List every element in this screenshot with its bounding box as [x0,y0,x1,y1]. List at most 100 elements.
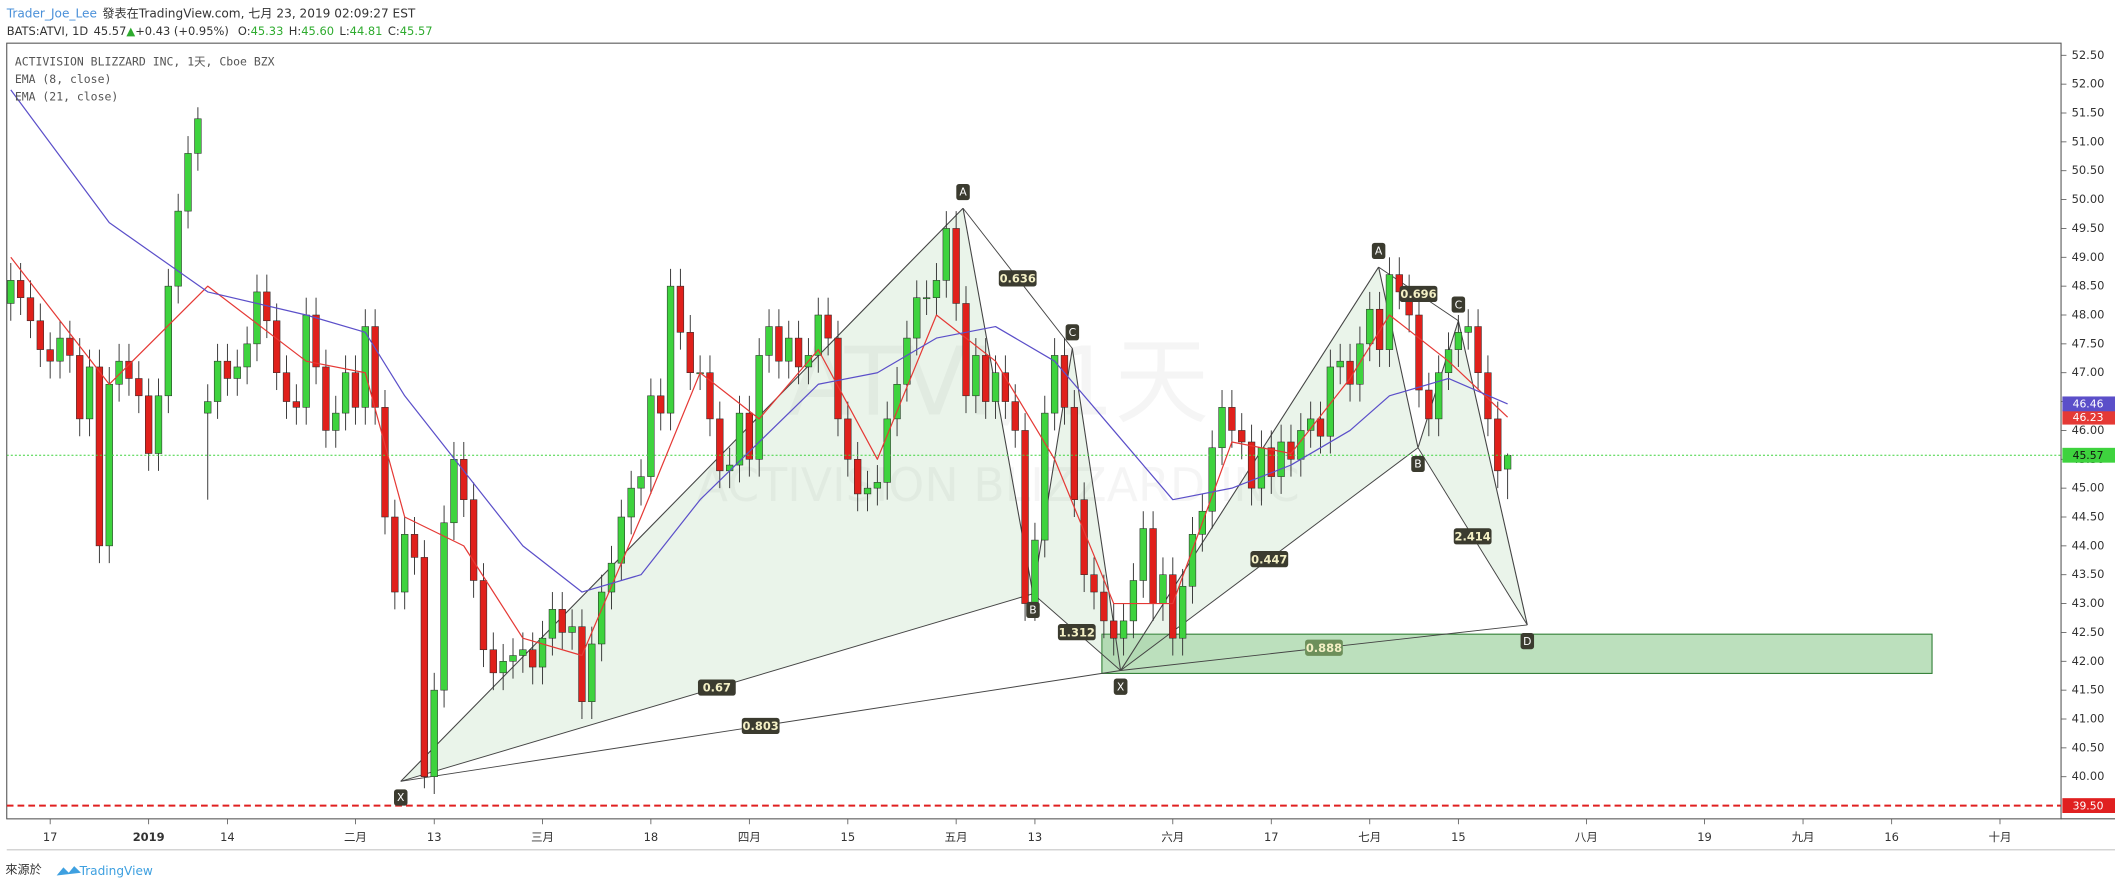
candle-body [666,285,675,414]
candle-body [1425,389,1433,420]
x-tick-label: 十月 [1989,830,2012,844]
candle-body [588,643,596,702]
ratio-label: 2.414 [1455,530,1491,544]
y-tick-label: 48.50 [2072,279,2105,293]
last-price: 45.57 [94,24,127,38]
y-tick-label: 41.00 [2072,712,2105,726]
candle-body [204,401,212,414]
ohlc-key: L: [339,24,349,38]
candle-body [1110,620,1118,639]
candle-body [814,314,822,356]
ratio-box [1250,551,1289,568]
legend-entry: EMA (8, close) [15,72,112,86]
candle-body [1395,274,1403,293]
candle-body [85,366,94,420]
candle-body [775,326,783,362]
candle-body [637,476,645,489]
candle-body [972,355,980,397]
x-tick-label: 五月 [945,830,968,844]
candle-body [1179,585,1187,639]
candle-body [1287,441,1295,460]
candle-body [361,326,369,408]
brand-logo [56,866,81,876]
ratio-label: 0.636 [1000,272,1036,286]
candle-body [253,291,261,345]
ohlc-key: C: [388,24,400,38]
candle-body [479,580,488,651]
candle-body [991,372,1000,402]
candle-body [913,297,921,339]
point-label: X [397,791,405,804]
point-box [1065,324,1080,341]
candle-body [1316,418,1325,437]
price-tag-label: 46.23 [2073,411,2104,424]
candle-body [932,280,941,298]
y-tick-label: 42.50 [2072,625,2105,639]
candle-body [1238,430,1246,443]
candle-body [578,626,586,702]
target-zone [1101,633,1933,674]
point-box [1113,678,1128,695]
price-tag-label: 45.57 [2073,449,2104,462]
candle-body [1100,591,1108,622]
candle-body [785,337,793,362]
candle-body [440,522,448,691]
candle-body [450,459,458,524]
candle-body [883,418,891,483]
symbol: BATS:ATVI, 1D [7,24,89,38]
ratio-box [1399,285,1438,303]
candle-body [322,366,330,431]
author[interactable]: Trader_Joe_Lee [6,6,97,20]
candle-body [706,372,714,420]
brand[interactable]: TradingView [79,864,153,878]
candle-body [982,355,990,402]
legend-title: ACTIVISION BLIZZARD INC, 1天, Cboe BZX [15,55,275,69]
y-tick-label: 40.50 [2072,740,2105,754]
legend-entry: EMA (21, close) [15,90,118,104]
price-tag [2062,798,2115,813]
candle-body [391,516,399,593]
x-tick-label: 16 [1884,830,1899,844]
candle-body [863,487,872,495]
candle-body [1041,412,1049,541]
candle-body [76,355,84,420]
pattern-leg [1457,320,1528,626]
published: 發表在TradingView.com, 七月 23, 2019 02:09:27… [102,5,416,20]
ratio-box [1305,639,1343,656]
candle-body [1139,528,1147,581]
candle-body [135,378,143,397]
y-tick-label: 50.00 [2072,192,2105,206]
candle-body [371,326,379,408]
pattern-fill [1417,320,1528,625]
x-tick-label: 13 [427,830,442,844]
candle-body [312,314,320,368]
price-tag [2062,396,2115,412]
candle-body [46,349,54,362]
point-box [1451,296,1466,313]
price-tag [2062,409,2115,425]
candle-body [26,297,35,322]
y-tick-label: 50.50 [2072,163,2105,177]
ohlc-value: 45.57 [400,24,433,38]
x-tick-label: 四月 [738,830,761,844]
x-tick-label: 13 [1028,830,1043,844]
ratio-box [697,679,736,696]
candle-body [1366,308,1374,345]
candle-body [657,395,665,414]
point-box [1026,601,1040,619]
candle-body [1257,447,1266,489]
pattern-leg [400,207,964,782]
x-tick-label: 二月 [344,830,367,844]
candle-body [844,418,852,460]
point-label: D [1523,635,1531,648]
y-tick-label: 46.00 [2072,423,2105,437]
point-box [394,789,408,806]
y-tick-label: 49.50 [2072,221,2105,235]
candle-body [420,557,429,777]
candle-body [1011,401,1019,431]
y-tick-label: 51.00 [2072,134,2105,148]
pattern-fill [400,208,1033,782]
arrow: ▲ [126,24,135,38]
